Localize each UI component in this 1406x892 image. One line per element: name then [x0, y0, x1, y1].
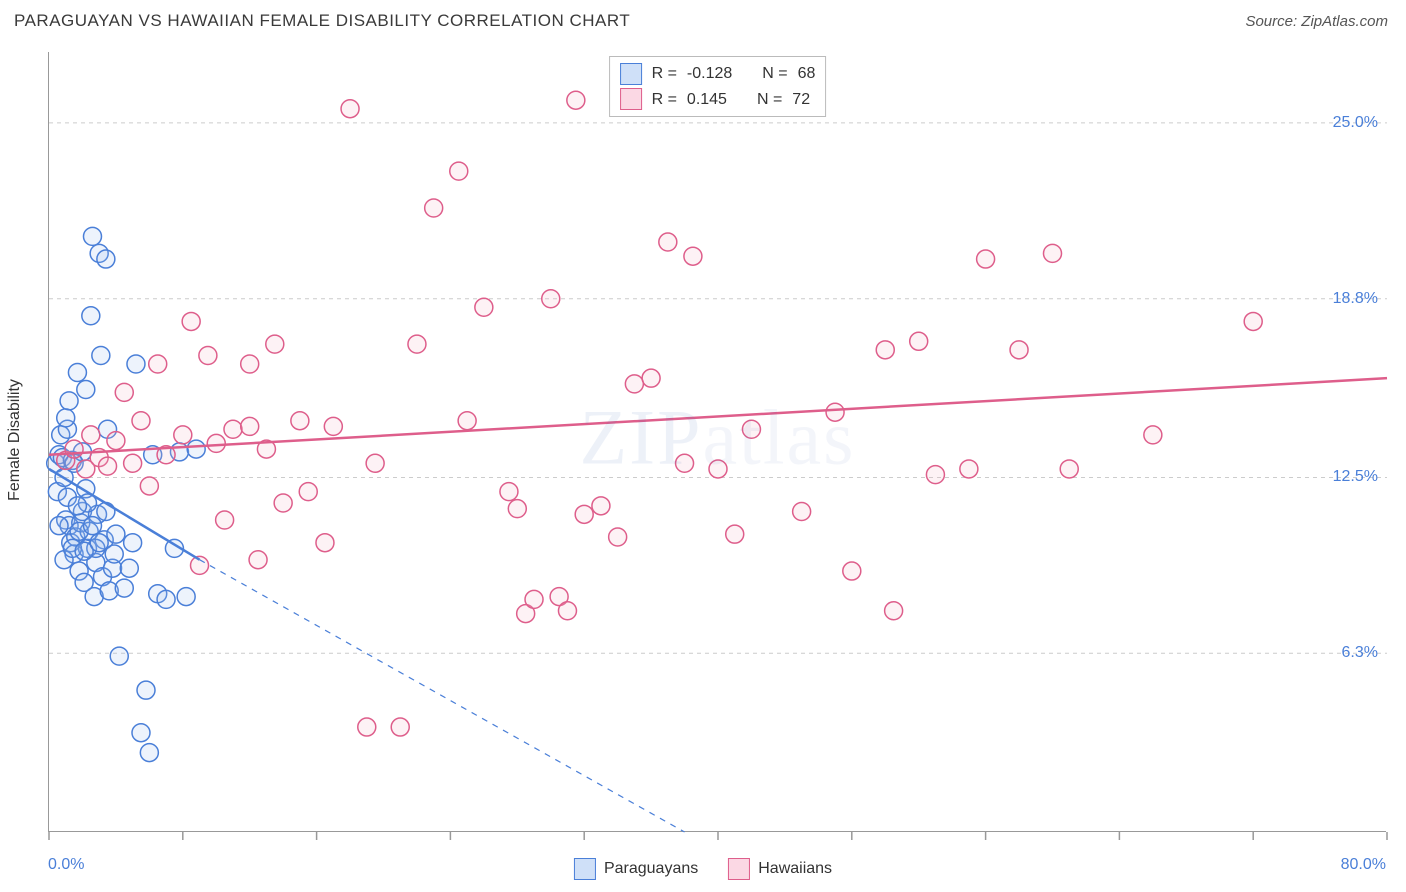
stats-row-0: R = -0.128 N = 68: [620, 61, 816, 87]
source-label: Source: ZipAtlas.com: [1245, 13, 1388, 30]
x-label-max: 80.0%: [1341, 856, 1386, 874]
plot-area: ZIPatlas R = -0.128 N = 68 R = 0.145 N =…: [48, 52, 1386, 832]
x-label-min: 0.0%: [48, 856, 84, 874]
y-tick-2: 18.8%: [1333, 290, 1378, 308]
legend-item-0: Paraguayans: [574, 858, 698, 880]
chart-title: PARAGUAYAN VS HAWAIIAN FEMALE DISABILITY…: [14, 11, 630, 31]
stats-n-value-0: 68: [798, 61, 816, 87]
stats-r-label-1: R =: [652, 87, 677, 113]
stats-r-label-0: R =: [652, 61, 677, 87]
stats-box: R = -0.128 N = 68 R = 0.145 N = 72: [609, 56, 827, 117]
y-axis-title: Female Disability: [6, 379, 24, 501]
stats-r-value-0: -0.128: [687, 61, 732, 87]
legend-swatch-0: [574, 858, 596, 880]
legend-swatch-1: [728, 858, 750, 880]
legend-label-1: Hawaiians: [758, 860, 832, 878]
y-tick-0: 6.3%: [1342, 644, 1378, 662]
legend-item-1: Hawaiians: [728, 858, 832, 880]
stats-n-label-1: N =: [757, 87, 782, 113]
stats-r-value-1: 0.145: [687, 87, 727, 113]
stats-n-value-1: 72: [792, 87, 810, 113]
y-tick-1: 12.5%: [1333, 468, 1378, 486]
chart-container: PARAGUAYAN VS HAWAIIAN FEMALE DISABILITY…: [0, 0, 1406, 892]
y-tick-3: 25.0%: [1333, 114, 1378, 132]
chart-svg: [49, 52, 1386, 831]
stats-swatch-1: [620, 88, 642, 110]
header: PARAGUAYAN VS HAWAIIAN FEMALE DISABILITY…: [0, 0, 1406, 42]
stats-row-1: R = 0.145 N = 72: [620, 87, 816, 113]
legend-label-0: Paraguayans: [604, 860, 698, 878]
bottom-legend: Paraguayans Hawaiians: [574, 858, 832, 880]
stats-swatch-0: [620, 63, 642, 85]
stats-n-label-0: N =: [762, 61, 787, 87]
